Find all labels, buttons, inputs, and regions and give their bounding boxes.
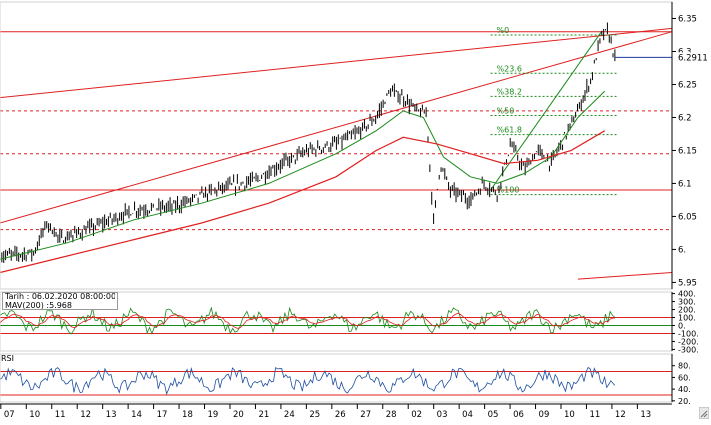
cci-tick-label: 400. (678, 290, 696, 299)
x-tick-label: 19 (208, 410, 219, 420)
rsi-line (0, 366, 616, 396)
info-box: Tarih : 06.02.2020 08:00:00 MAV(200) :5.… (2, 292, 118, 310)
price-tick-label: 6.35 (678, 14, 697, 24)
fib-level-label: %38.2 (497, 87, 522, 96)
x-tick-label: 20 (233, 410, 244, 420)
fib-level-label: %23.6 (497, 64, 522, 73)
x-tick-label: 13 (640, 410, 651, 420)
x-tick-label: 03 (437, 410, 448, 420)
x-tick-label: 12 (80, 410, 91, 420)
x-tick-label: 09 (539, 410, 550, 420)
x-tick-label: 06 (513, 410, 524, 420)
x-tick-label: 13 (106, 410, 117, 420)
x-tick-label: 24 (284, 410, 295, 420)
rsi-panel: 80. 60. 40. 20. (0, 362, 691, 406)
rsi-label: RSI (1, 354, 14, 363)
rsi-tick-label: 60. (678, 373, 691, 382)
last-price-box (673, 52, 711, 63)
x-tick-label: 21 (258, 410, 269, 420)
x-tick-label: 10 (29, 410, 40, 420)
x-tick-label: 11 (55, 410, 66, 420)
resize-grip-icon[interactable] (699, 407, 709, 419)
cci-tick-label: 200. (678, 306, 696, 315)
rsi-tick-label: 40. (678, 385, 691, 394)
x-tick-label: 04 (462, 410, 473, 420)
x-tick-label: 12 (615, 410, 626, 420)
price-tick-label: 6.2 (678, 113, 692, 123)
rsi-tick-label: 80. (678, 362, 691, 371)
x-tick-label: 07 (4, 410, 15, 420)
fib-level-label: %0 (497, 26, 510, 35)
price-tick-label: 6.25 (678, 80, 697, 90)
x-tick-label: 26 (335, 410, 346, 420)
cci-panel: 400.300.200.100.0.-100.-200.-300. (0, 290, 699, 354)
cci-tick-label: -200. (678, 337, 699, 346)
fib-level-label: %61.8 (497, 126, 522, 135)
x-tick-label: 10 (564, 410, 575, 420)
price-panel: 6.356.36.256.26.156.16.056.5.95%0%23.6%3… (0, 14, 711, 288)
cci-tick-label: 100. (678, 314, 696, 323)
cci-tick-label: -300. (678, 345, 699, 354)
fib-level-label: %100 (497, 186, 520, 195)
x-tick-label: 18 (182, 410, 193, 420)
trendline (577, 272, 673, 280)
info-date: Tarih : 06.02.2020 08:00:00 (5, 293, 115, 301)
x-tick-label: 25 (309, 410, 320, 420)
fib-level-label: %50 (497, 106, 515, 115)
time-axis: 07 10 11 12 13 14 17 18 19 20 21 24 25 26 27 28 02 03 04 05… (0, 403, 672, 420)
cci-line (0, 306, 616, 335)
x-tick-label: 02 (411, 410, 422, 420)
price-tick-label: 6. (678, 245, 686, 255)
x-tick-label: 14 (131, 410, 142, 420)
cci-signal-line (0, 312, 615, 329)
ma-long-line (0, 130, 606, 274)
trendline (0, 27, 673, 99)
x-tick-label: 28 (386, 410, 397, 420)
trendline (0, 31, 673, 224)
info-mav: MAV(200) :5.968 (5, 301, 72, 310)
cci-tick-label: 0. (678, 321, 686, 330)
cci-tick-label: 300. (678, 298, 696, 307)
price-tick-label: 6.1 (678, 179, 692, 189)
price-tick-label: 6.05 (678, 212, 697, 222)
x-tick-label: 27 (360, 410, 371, 420)
x-tick-label: 17 (157, 410, 168, 420)
ma-short-line (0, 90, 606, 260)
x-tick-label: 05 (488, 410, 499, 420)
price-tick-label: 5.95 (678, 278, 697, 288)
price-tick-label: 6.15 (678, 146, 697, 156)
last-price-label: 6.2911 (678, 53, 708, 63)
rsi-tick-label: 20. (678, 397, 691, 406)
x-tick-label: 11 (589, 410, 600, 420)
cci-tick-label: -100. (678, 329, 699, 338)
